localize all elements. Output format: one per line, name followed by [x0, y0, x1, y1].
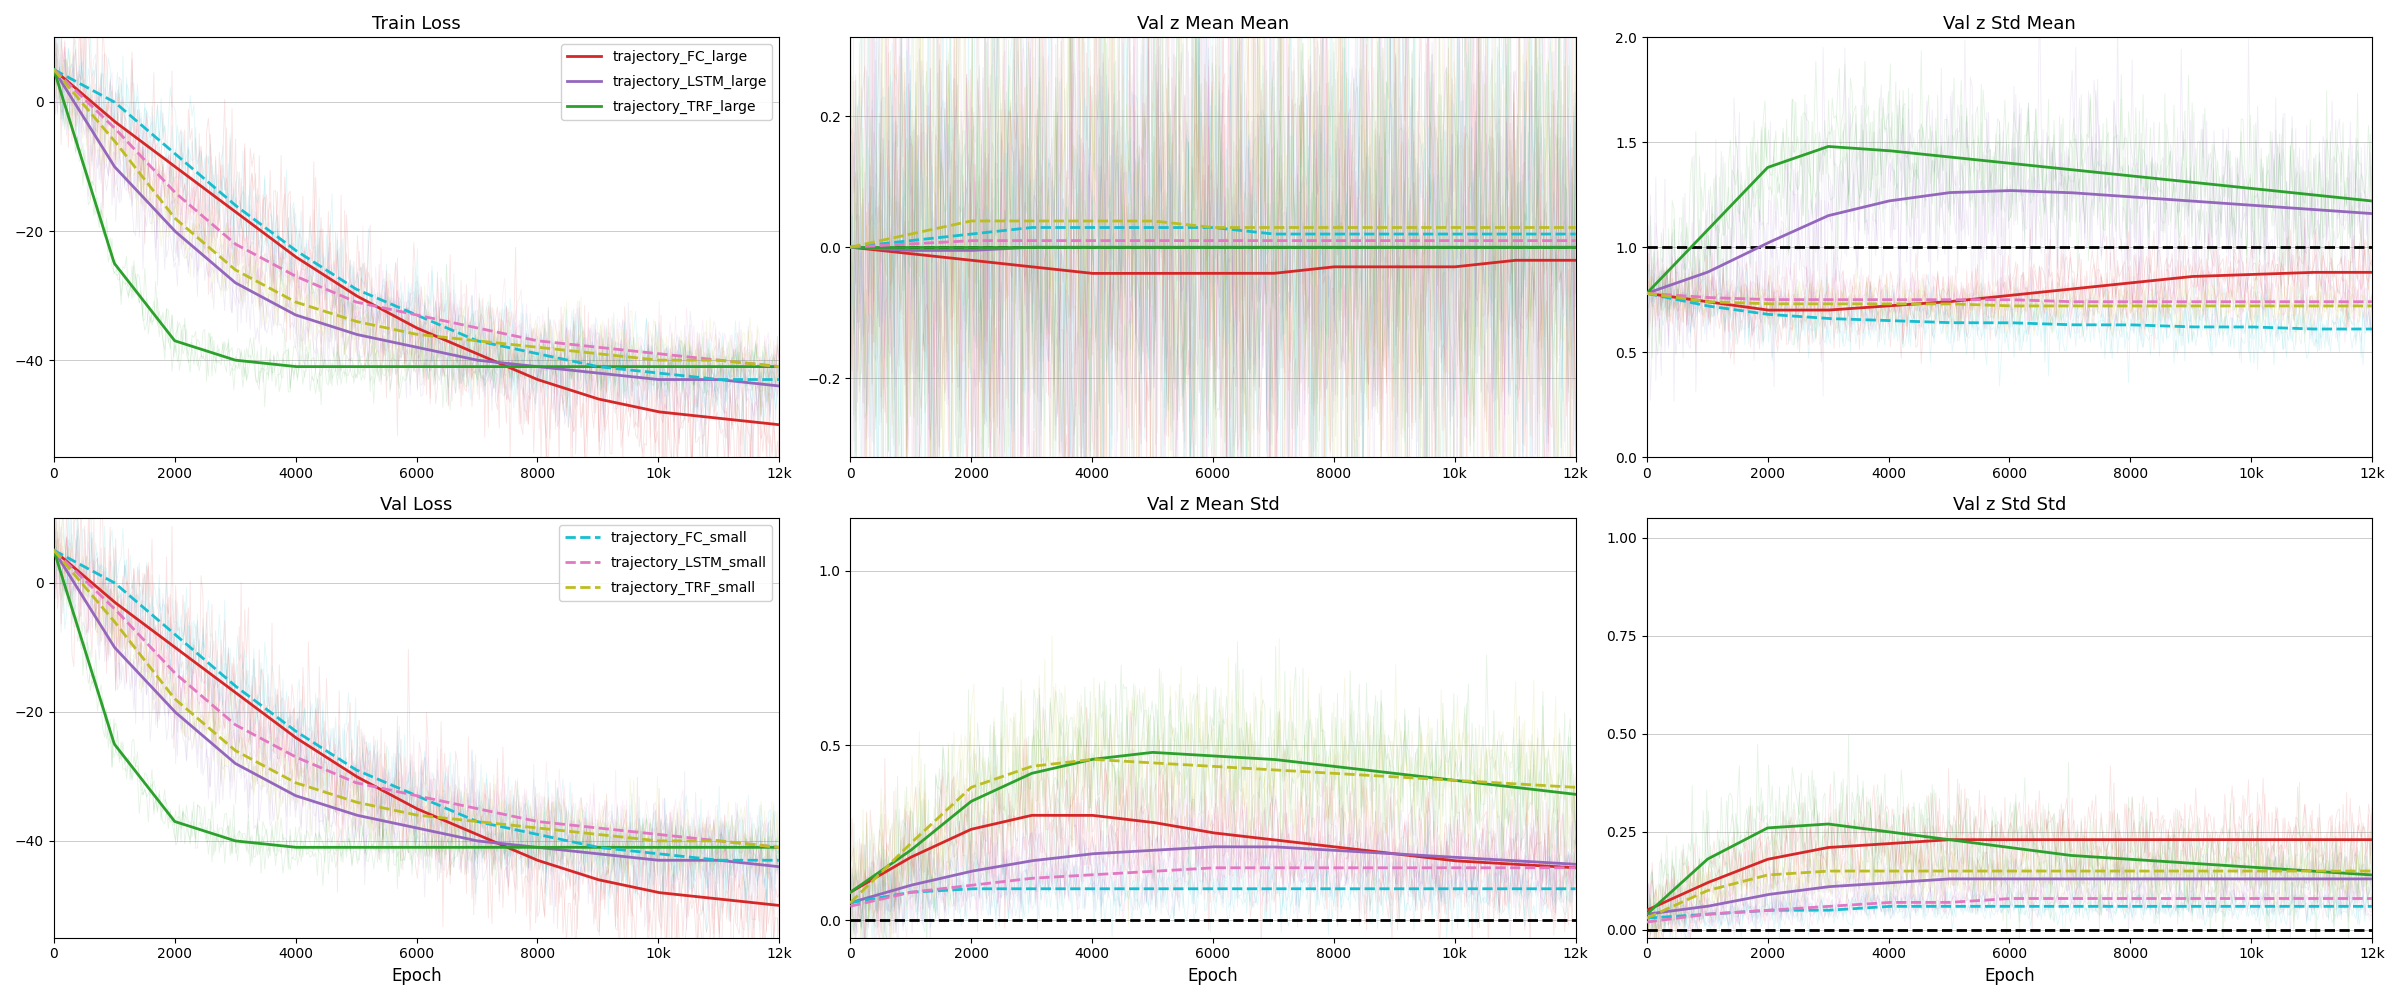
Title: Val z Mean Std: Val z Mean Std [1147, 496, 1279, 514]
X-axis label: Epoch: Epoch [391, 967, 442, 985]
Legend: trajectory_FC_small, trajectory_LSTM_small, trajectory_TRF_small: trajectory_FC_small, trajectory_LSTM_sma… [559, 525, 773, 601]
Title: Val z Mean Mean: Val z Mean Mean [1138, 15, 1289, 33]
Title: Val Loss: Val Loss [379, 496, 454, 514]
X-axis label: Epoch: Epoch [1188, 967, 1238, 985]
Title: Val z Std Std: Val z Std Std [1954, 496, 2066, 514]
Title: Train Loss: Train Loss [372, 15, 461, 33]
Title: Val z Std Mean: Val z Std Mean [1944, 15, 2076, 33]
Legend: trajectory_FC_large, trajectory_LSTM_large, trajectory_TRF_large: trajectory_FC_large, trajectory_LSTM_lar… [562, 44, 773, 120]
X-axis label: Epoch: Epoch [1985, 967, 2035, 985]
